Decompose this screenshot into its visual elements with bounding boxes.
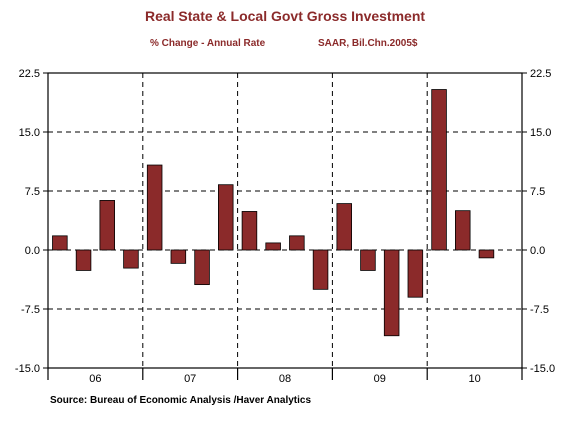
bar: [99, 200, 115, 251]
bar: [383, 249, 400, 337]
bar: [75, 249, 92, 271]
y-tick-label-right: 22.5: [530, 68, 551, 80]
x-tick-label: 07: [184, 373, 196, 385]
y-tick-label-left: 22.5: [19, 68, 40, 80]
bar: [170, 249, 187, 264]
grid-lines: [48, 73, 522, 368]
bars: [52, 89, 495, 337]
plot-frame: [47, 72, 523, 369]
bar: [431, 89, 447, 251]
bar: [265, 242, 281, 251]
bar: [52, 235, 68, 251]
x-tick-label: 10: [468, 373, 480, 385]
y-tick-label-right: 0.0: [530, 245, 545, 257]
axes: [43, 72, 527, 380]
chart-title: Real State & Local Govt Gross Investment: [144, 8, 426, 24]
y-tick-label-right: 15.0: [530, 127, 551, 139]
bar: [455, 210, 471, 251]
x-tick-label: 09: [374, 373, 386, 385]
y-tick-label-right: -7.5: [530, 304, 549, 316]
bar: [407, 249, 424, 298]
bar: [360, 249, 376, 271]
bar: [289, 235, 305, 251]
y-tick-label-left: 7.5: [25, 186, 40, 198]
y-tick-label-left: 15.0: [19, 127, 40, 139]
bar: [218, 184, 234, 251]
bar: [241, 211, 258, 251]
y-tick-label-right: -15.0: [530, 363, 555, 375]
bar: [312, 249, 329, 290]
bar: [123, 249, 139, 269]
source-note: Source: Bureau of Economic Analysis /Hav…: [50, 395, 312, 406]
chart-units: SAAR, Bil.Chn.2005$: [318, 38, 418, 49]
chart-subtitle: % Change - Annual Rate: [150, 38, 266, 49]
bar: [146, 164, 163, 251]
bar: [194, 249, 210, 286]
y-tick-label-left: -7.5: [21, 304, 40, 316]
y-tick-label-left: -15.0: [15, 363, 40, 375]
tick-labels: 22.5 22.5 15.0 15.0 7.5 7.5 0.0 0.0 -7.5 -7.5 -15.…: [15, 68, 555, 385]
y-tick-label-left: 0.0: [25, 245, 40, 257]
bar: [336, 203, 352, 251]
bar: [478, 249, 495, 259]
x-tick-label: 06: [89, 373, 101, 385]
y-tick-label-right: 7.5: [530, 186, 545, 198]
x-tick-label: 08: [279, 373, 291, 385]
